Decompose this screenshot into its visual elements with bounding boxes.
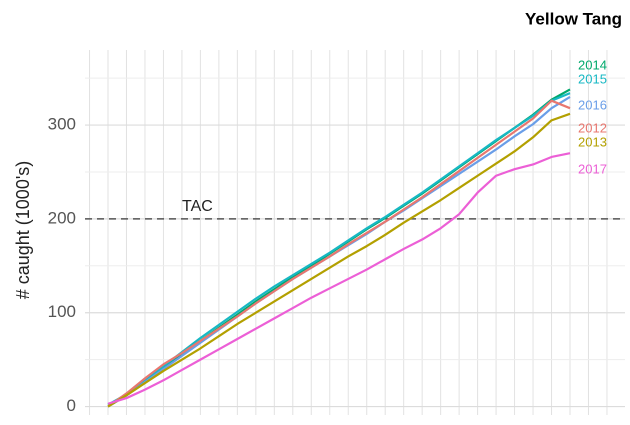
series-line (107, 99, 571, 408)
series-label: 2013 (578, 134, 607, 149)
series-label: 2015 (578, 71, 607, 86)
y-axis-label: # caught (1000's) (13, 161, 33, 300)
y-tick-label: 0 (67, 396, 76, 415)
series-label: 2016 (578, 97, 607, 112)
chart-title: Yellow Tang (525, 9, 622, 28)
y-tick-label: 100 (48, 302, 76, 321)
series-label: 2012 (578, 120, 607, 135)
tac-label: TAC (182, 198, 213, 215)
series-line (107, 152, 571, 405)
series-label: 2017 (578, 161, 607, 176)
y-tick-label: 300 (48, 115, 76, 134)
series-label: 2014 (578, 57, 607, 72)
series-line (107, 112, 571, 408)
y-tick-label: 200 (48, 208, 76, 227)
